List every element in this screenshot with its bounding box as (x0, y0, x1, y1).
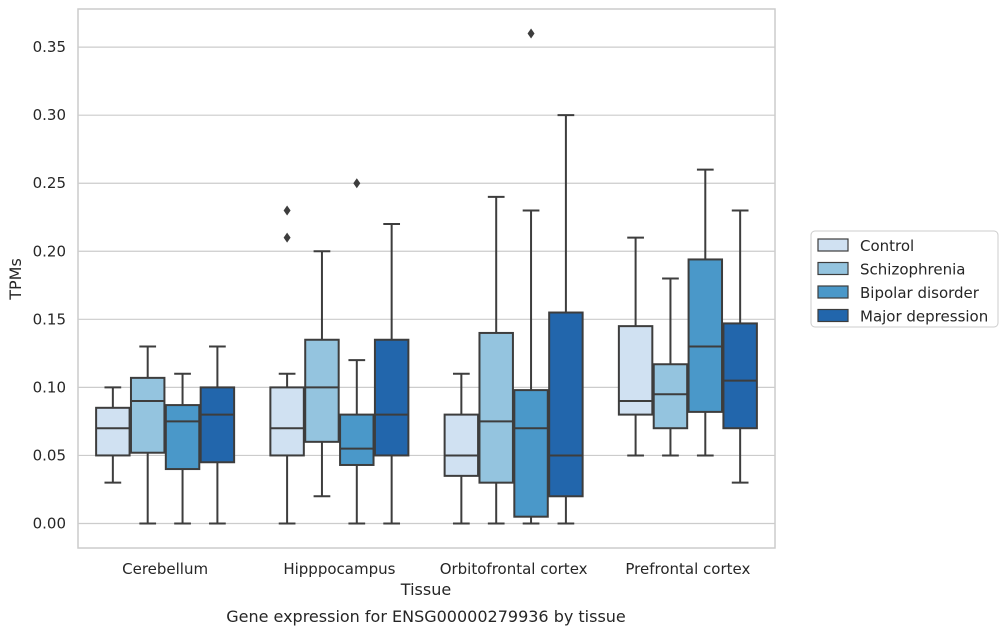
box-0-3 (199, 345, 236, 525)
x-tick-label: Hipppocampus (283, 560, 395, 578)
y-tick-label: 0.25 (33, 174, 66, 192)
box-1-0 (269, 205, 305, 525)
y-tick-label: 0.00 (33, 515, 66, 533)
box-1-3 (373, 223, 410, 525)
legend: Control Schizophrenia Bipolar disorder Majo… (810, 230, 999, 328)
box-0-1 (129, 345, 166, 525)
legend-swatch (817, 238, 849, 252)
box-body (269, 386, 305, 457)
x-tick-labels: Cerebellum Hipppocampus Orbitofrontal cort… (122, 560, 750, 578)
legend-label: Bipolar disorder (860, 284, 980, 302)
x-tick-label: Cerebellum (122, 560, 208, 578)
legend-swatch (817, 285, 849, 299)
legend-label: Control (860, 237, 914, 255)
box-body (164, 404, 201, 471)
box-body (304, 338, 340, 443)
y-tick-label: 0.20 (33, 242, 66, 260)
box-body (95, 406, 131, 457)
box-2-3 (548, 114, 584, 525)
box-body (652, 363, 689, 430)
legend-swatch (817, 308, 849, 323)
box-1-2 (339, 178, 375, 525)
box-3-1 (652, 277, 689, 457)
y-tick-label: 0.15 (33, 310, 66, 328)
box-body (548, 311, 584, 498)
box-body (129, 376, 166, 454)
box-1-1 (304, 250, 340, 498)
box-0-2 (164, 372, 201, 525)
box-body (513, 389, 549, 518)
box-3-0 (617, 236, 654, 457)
legend-frame (810, 230, 999, 328)
legend-label: Schizophrenia (860, 261, 965, 279)
y-tick-label: 0.05 (33, 446, 66, 464)
box-body (478, 331, 514, 484)
box-body (339, 413, 375, 466)
y-tick-label: 0.10 (33, 378, 66, 396)
plot-frame (77, 8, 776, 549)
x-axis-label: Tissue (400, 580, 451, 599)
box-groups (95, 28, 758, 525)
x-tick-label: Prefrontal cortex (625, 560, 750, 578)
box-body (443, 413, 480, 477)
box-3-2 (687, 168, 724, 457)
y-tick-label: 0.30 (33, 106, 66, 124)
box-body (722, 322, 758, 430)
outlier-point (353, 178, 361, 189)
y-tick-label: 0.35 (33, 38, 66, 56)
legend-label: Major depression (860, 308, 988, 326)
outlier-point (283, 232, 291, 243)
box-0-0 (95, 386, 131, 484)
y-axis-label: TPMs (6, 258, 25, 301)
outlier-point (283, 205, 291, 216)
box-body (617, 325, 654, 416)
y-tick-labels: 0.00 0.05 0.10 0.15 0.20 0.25 0.30 0.35 (33, 38, 66, 532)
x-tick-label: Orbitofrontal cortex (440, 560, 588, 578)
box-2-1 (478, 195, 514, 525)
box-body (373, 338, 410, 457)
box-2-2 (513, 28, 549, 525)
box-body (199, 386, 236, 464)
box-body (687, 258, 724, 413)
box-2-0 (443, 372, 480, 525)
outlier-point (527, 28, 535, 39)
legend-swatch (817, 261, 849, 276)
box-3-3 (722, 209, 758, 484)
chart-caption: Gene expression for ENSG00000279936 by t… (226, 607, 626, 626)
